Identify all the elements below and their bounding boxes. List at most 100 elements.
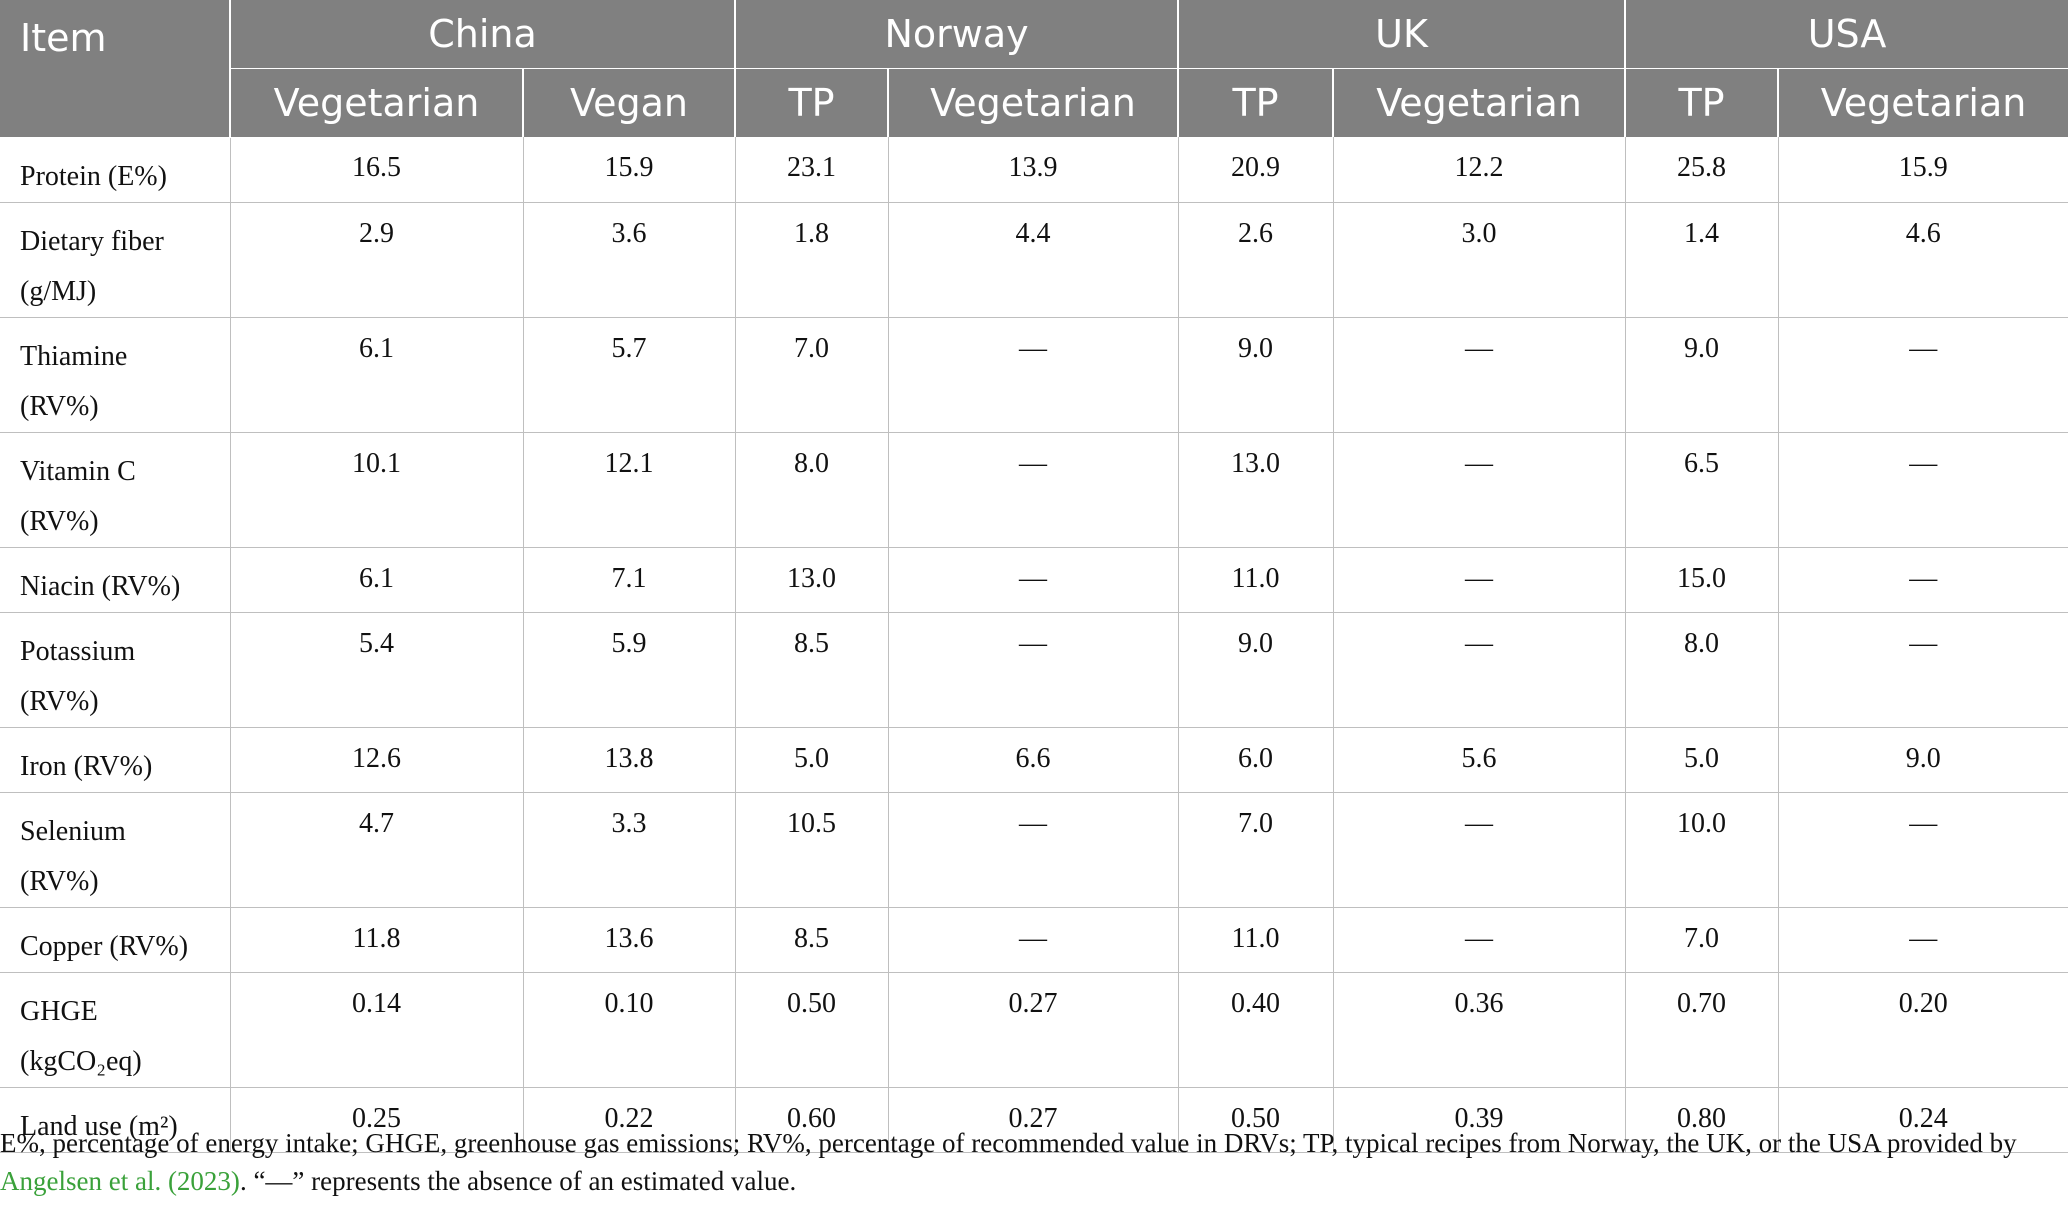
table-cell: 0.10 bbox=[522, 972, 736, 1088]
table-cell: 11.0 bbox=[1177, 907, 1334, 973]
table-row: Vitamin C (RV%) 10.1 12.1 8.0—13.0—6.5— bbox=[0, 432, 2068, 548]
table-cell: 0.20 bbox=[1777, 972, 2068, 1088]
citation-link[interactable]: Angelsen et al. (2023) bbox=[0, 1166, 240, 1196]
table-cell: — bbox=[887, 547, 1179, 613]
row-item-label-line: Potassium bbox=[20, 635, 136, 667]
header-sub: Vegan bbox=[521, 68, 736, 137]
row-item-label: Potassium (RV%) bbox=[0, 612, 230, 728]
table-cell: 5.7 bbox=[522, 317, 736, 433]
table-cell: — bbox=[887, 432, 1179, 548]
row-item-label-line: Iron (RV%) bbox=[20, 750, 153, 782]
table-cell: — bbox=[1777, 612, 2068, 728]
table-cell: 9.0 bbox=[1624, 317, 1779, 433]
table-cell: 8.0 bbox=[734, 432, 889, 548]
table-cell: 1.8 bbox=[734, 202, 889, 318]
table-body: Protein (E%) 16.5 15.9 23.1 13.9 20.9 12.2 25.8… bbox=[0, 137, 2068, 1153]
table-cell: — bbox=[1332, 432, 1626, 548]
header-group-china: China bbox=[228, 0, 736, 69]
table-cell: 6.0 bbox=[1177, 727, 1334, 793]
header-sub: Vegetarian bbox=[1332, 68, 1626, 137]
table-row: Land use (m²) 0.25 0.22 0.60 0.27 0.50 0.39 0.8… bbox=[0, 1087, 2068, 1153]
row-item-label-line: (RV%) bbox=[20, 685, 99, 717]
row-item-label: GHGE (kgCO₂eq) bbox=[0, 972, 230, 1088]
table-cell: — bbox=[1332, 547, 1626, 613]
table-cell: — bbox=[1777, 547, 2068, 613]
table-cell: 3.3 bbox=[522, 792, 736, 908]
header-group-uk: UK bbox=[1177, 0, 1626, 69]
header-sub: TP bbox=[1624, 68, 1779, 137]
row-item-label-line: (RV%) bbox=[20, 390, 99, 422]
table-cell: 11.8 bbox=[229, 907, 523, 973]
table-cell: 4.6 bbox=[1777, 202, 2068, 318]
table-cell: 5.6 bbox=[1332, 727, 1626, 793]
table-cell: 12.6 bbox=[229, 727, 523, 793]
table-row: Copper (RV%) 11.8 13.6 8.5—11.0—7.0— bbox=[0, 907, 2068, 973]
table-cell: 25.8 bbox=[1624, 137, 1779, 203]
table-cell: 0.80 bbox=[1624, 1087, 1779, 1153]
row-item-label-line: GHGE bbox=[20, 995, 98, 1027]
row-item-label-line: (RV%) bbox=[20, 865, 99, 897]
table-cell: 10.5 bbox=[734, 792, 889, 908]
table-row: Selenium (RV%) 4.7 3.3 10.5—7.0—10.0— bbox=[0, 792, 2068, 908]
table-cell: 10.1 bbox=[229, 432, 523, 548]
table-cell: 4.7 bbox=[229, 792, 523, 908]
table-cell: 15.9 bbox=[1777, 137, 2068, 203]
table-row: Thiamine (RV%) 6.1 5.7 7.0—9.0—9.0— bbox=[0, 317, 2068, 433]
row-item-label: Iron (RV%) bbox=[0, 727, 230, 793]
table-cell: — bbox=[1777, 907, 2068, 973]
table-cell: 20.9 bbox=[1177, 137, 1334, 203]
header-sub: TP bbox=[734, 68, 889, 137]
table-cell: 2.6 bbox=[1177, 202, 1334, 318]
header-sub: TP bbox=[1177, 68, 1334, 137]
table-row: Protein (E%) 16.5 15.9 23.1 13.9 20.9 12.2 25.8… bbox=[0, 137, 2068, 203]
table-cell: 5.9 bbox=[522, 612, 736, 728]
table-cell: 0.14 bbox=[229, 972, 523, 1088]
table-cell: — bbox=[1332, 612, 1626, 728]
table-cell: 0.40 bbox=[1177, 972, 1334, 1088]
table-cell: 10.0 bbox=[1624, 792, 1779, 908]
table-cell: — bbox=[1332, 317, 1626, 433]
table-cell: 15.9 bbox=[522, 137, 736, 203]
table-cell: 8.5 bbox=[734, 907, 889, 973]
row-item-label-line: (g/MJ) bbox=[20, 275, 97, 307]
row-item-label-line: (kgCO₂eq) bbox=[20, 1045, 142, 1077]
row-item-label-line: Copper (RV%) bbox=[20, 930, 189, 962]
table-cell: 5.0 bbox=[734, 727, 889, 793]
row-item-label-line: Niacin (RV%) bbox=[20, 570, 181, 602]
table-cell: — bbox=[887, 792, 1179, 908]
table-cell: 3.6 bbox=[522, 202, 736, 318]
footnote-text: E%, percentage of energy intake; GHGE, g… bbox=[0, 1128, 2017, 1158]
table-cell: 4.4 bbox=[887, 202, 1179, 318]
table-cell: 7.0 bbox=[1624, 907, 1779, 973]
table-cell: 0.60 bbox=[734, 1087, 889, 1153]
table-cell: 1.4 bbox=[1624, 202, 1779, 318]
table-cell: 0.25 bbox=[229, 1087, 523, 1153]
table-cell: 9.0 bbox=[1777, 727, 2068, 793]
row-item-label-line: Land use (m²) bbox=[20, 1110, 178, 1142]
header-sub: Vegetarian bbox=[1777, 68, 2068, 137]
header-item: Item bbox=[0, 0, 230, 138]
table-cell: 2.9 bbox=[229, 202, 523, 318]
table-cell: — bbox=[1777, 792, 2068, 908]
table-row: Potassium (RV%) 5.4 5.9 8.5—9.0—8.0— bbox=[0, 612, 2068, 728]
header-sub: Vegetarian bbox=[229, 68, 523, 137]
table-cell: — bbox=[1777, 432, 2068, 548]
table-cell: — bbox=[887, 317, 1179, 433]
table-cell: 0.39 bbox=[1332, 1087, 1626, 1153]
table-cell: 3.0 bbox=[1332, 202, 1626, 318]
table-cell: 6.5 bbox=[1624, 432, 1779, 548]
table-cell: 12.1 bbox=[522, 432, 736, 548]
table-cell: 12.2 bbox=[1332, 137, 1626, 203]
table-cell: — bbox=[1332, 792, 1626, 908]
table-header: Item China Norway UK USA Vegetarian Vega… bbox=[0, 0, 2068, 138]
table-cell: 0.36 bbox=[1332, 972, 1626, 1088]
row-item-label: Selenium (RV%) bbox=[0, 792, 230, 908]
header-group-norway: Norway bbox=[734, 0, 1179, 69]
table-cell: 8.0 bbox=[1624, 612, 1779, 728]
table-cell: 0.50 bbox=[734, 972, 889, 1088]
table-cell: 0.27 bbox=[887, 1087, 1179, 1153]
table-row: Dietary fiber (g/MJ) 2.9 3.6 1.8 4.4 2.6 3.0 1.4… bbox=[0, 202, 2068, 318]
row-item-label: Protein (E%) bbox=[0, 137, 230, 203]
table-cell: 5.4 bbox=[229, 612, 523, 728]
